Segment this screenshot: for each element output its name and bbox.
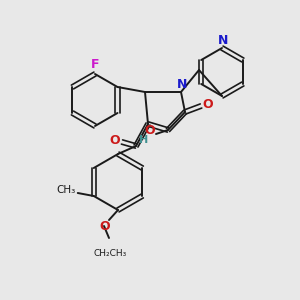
Text: N: N xyxy=(177,79,187,92)
Text: CH₃: CH₃ xyxy=(56,185,75,195)
Text: CH₂CH₃: CH₂CH₃ xyxy=(93,248,127,257)
Text: N: N xyxy=(218,34,228,46)
Text: O: O xyxy=(100,220,110,233)
Text: O: O xyxy=(145,124,155,137)
Text: H: H xyxy=(140,135,148,145)
Text: O: O xyxy=(203,98,213,112)
Text: F: F xyxy=(91,58,99,71)
Text: O: O xyxy=(110,134,120,148)
